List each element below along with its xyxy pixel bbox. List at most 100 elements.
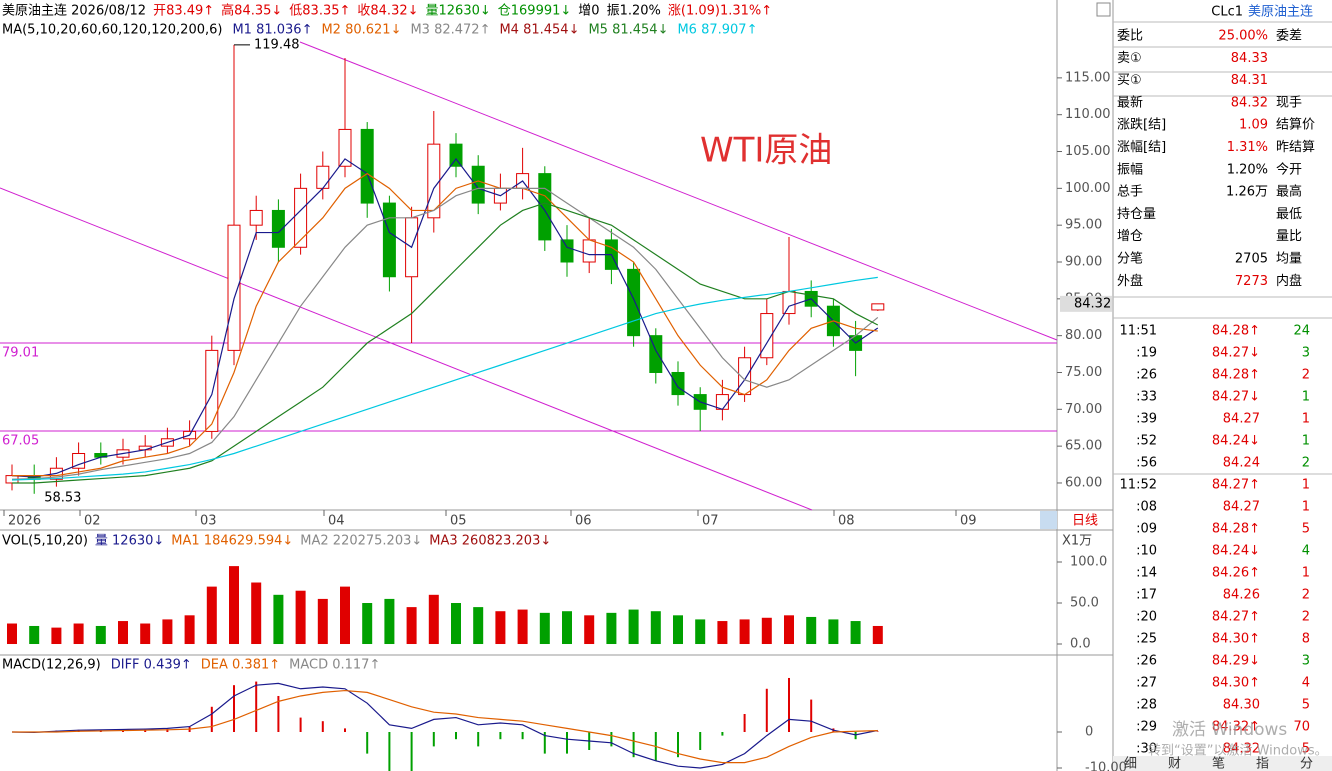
unit-label: X1万 (1062, 534, 1092, 549)
volume-bar (850, 621, 861, 645)
row-value: 1.09 (1239, 118, 1268, 133)
candle-body (671, 371, 685, 396)
volume-bar (251, 582, 262, 645)
row-label: 最低 (1276, 207, 1302, 222)
tab-bar (1113, 756, 1332, 771)
legend-text: 增0 (578, 4, 599, 19)
candle-body (627, 268, 641, 337)
volume-bar (384, 598, 395, 645)
volume-bar (761, 617, 772, 645)
tab[interactable]: 细 (1124, 757, 1137, 771)
row-value: 1.31% (1227, 140, 1268, 155)
row-value: 2705 (1235, 252, 1268, 267)
candle-body (249, 209, 263, 226)
legend-entry: M6 87.907↑ (677, 23, 757, 38)
legend-entry: M1 81.036↑ (232, 23, 312, 38)
chart-title: WTI原油 (700, 131, 832, 171)
volume-bar (695, 619, 706, 645)
indicator-line (11, 157, 879, 478)
tick-price: 84.29↓ (1212, 654, 1260, 669)
volume-bar (673, 615, 683, 645)
row-label: 持仓量 (1117, 207, 1156, 222)
candle-body (316, 165, 330, 189)
tick-time: :26 (1136, 654, 1157, 669)
x-tick-label: 07 (702, 514, 719, 529)
candle-body (205, 349, 219, 432)
tick-time: :19 (1136, 346, 1157, 361)
row-value: 1.20% (1227, 162, 1268, 177)
tick-volume: 8 (1302, 632, 1310, 647)
tick-price: 84.27 (1223, 500, 1260, 515)
toggle-icon[interactable] (1096, 2, 1111, 17)
y-tick-label: 75.00 (1065, 365, 1102, 380)
y-tick-label: 80.00 (1065, 328, 1102, 343)
tab[interactable]: 笔 (1212, 756, 1225, 771)
tick-volume: 5 (1302, 742, 1310, 757)
tick-volume: 2 (1302, 368, 1310, 383)
volume-bar (628, 609, 639, 645)
tick-time: 11:51 (1120, 324, 1157, 339)
code: CLc1 (1211, 5, 1243, 20)
tab[interactable]: 分 (1300, 757, 1313, 771)
scroll-box[interactable] (1040, 511, 1057, 529)
volume-bar (428, 594, 439, 645)
candle-body (715, 394, 729, 410)
row-value: 7273 (1235, 274, 1268, 289)
tick-time: :28 (1136, 698, 1157, 713)
y-tick-label: -10.00 (1085, 761, 1127, 771)
tab[interactable]: 指 (1256, 757, 1269, 771)
y-tick-label: 65.00 (1065, 439, 1102, 454)
volume-bar (29, 625, 40, 645)
volume-bar (784, 615, 794, 645)
tick-volume: 4 (1302, 544, 1310, 559)
tick-time: :30 (1136, 742, 1157, 757)
level-label: 67.05 (2, 434, 39, 449)
row-label: 现手 (1276, 95, 1302, 110)
y-tick-label: 105.00 (1065, 144, 1111, 159)
volume-bar (473, 607, 484, 645)
candle-body (360, 128, 374, 204)
legend-text: 量12630↓ (426, 4, 491, 19)
volume-bar (650, 611, 661, 645)
tick-time: :33 (1136, 390, 1157, 405)
y-tick-label: 0.0 (1070, 637, 1091, 652)
x-tick-label: 05 (450, 514, 467, 529)
tick-volume: 5 (1302, 522, 1310, 537)
row-label: 涨跌[结] (1117, 117, 1166, 133)
tick-time: :20 (1136, 610, 1157, 625)
y-tick-label: 0 (1085, 724, 1093, 739)
y-tick-label: 100.0 (1070, 555, 1107, 570)
tick-volume: 2 (1302, 456, 1310, 471)
row-label: 委差 (1276, 29, 1302, 44)
period-label: 日线 (1072, 514, 1098, 529)
candle-body (582, 239, 596, 263)
volume-bar (184, 615, 195, 645)
volume-bar (451, 603, 461, 645)
volume-bar (51, 627, 62, 645)
row-label: 今开 (1276, 161, 1302, 177)
tick-volume: 1 (1302, 412, 1310, 427)
tick-time: :25 (1136, 632, 1157, 647)
name: 美原油主连 (1248, 4, 1313, 20)
legend-entry: M2 80.621↓ (321, 23, 401, 38)
indicator-line (11, 187, 879, 480)
tick-price: 84.24↓ (1212, 434, 1260, 449)
tick-price: 84.27↑ (1212, 478, 1260, 493)
tick-time: :52 (1136, 434, 1157, 449)
candle-body (449, 143, 463, 167)
tab[interactable]: 财 (1168, 757, 1181, 771)
volume-bar (517, 609, 528, 645)
y-tick-label: 100.00 (1065, 181, 1111, 196)
candle-body (760, 313, 774, 359)
legend-entry: M3 82.472↑ (410, 23, 490, 38)
volume-bar (562, 611, 572, 645)
legend-entry: MACD 0.117↑ (289, 658, 380, 673)
tick-volume: 24 (1293, 324, 1310, 339)
volume-bar (7, 623, 17, 645)
x-tick-label: 09 (960, 514, 977, 529)
legend-text: 开83.49↑ (153, 4, 214, 19)
volume-bar (340, 586, 350, 645)
legend-text: MACD(12,26,9) (2, 658, 101, 673)
tick-time: :08 (1136, 500, 1157, 515)
legend-text: 收84.32↓ (357, 4, 418, 19)
